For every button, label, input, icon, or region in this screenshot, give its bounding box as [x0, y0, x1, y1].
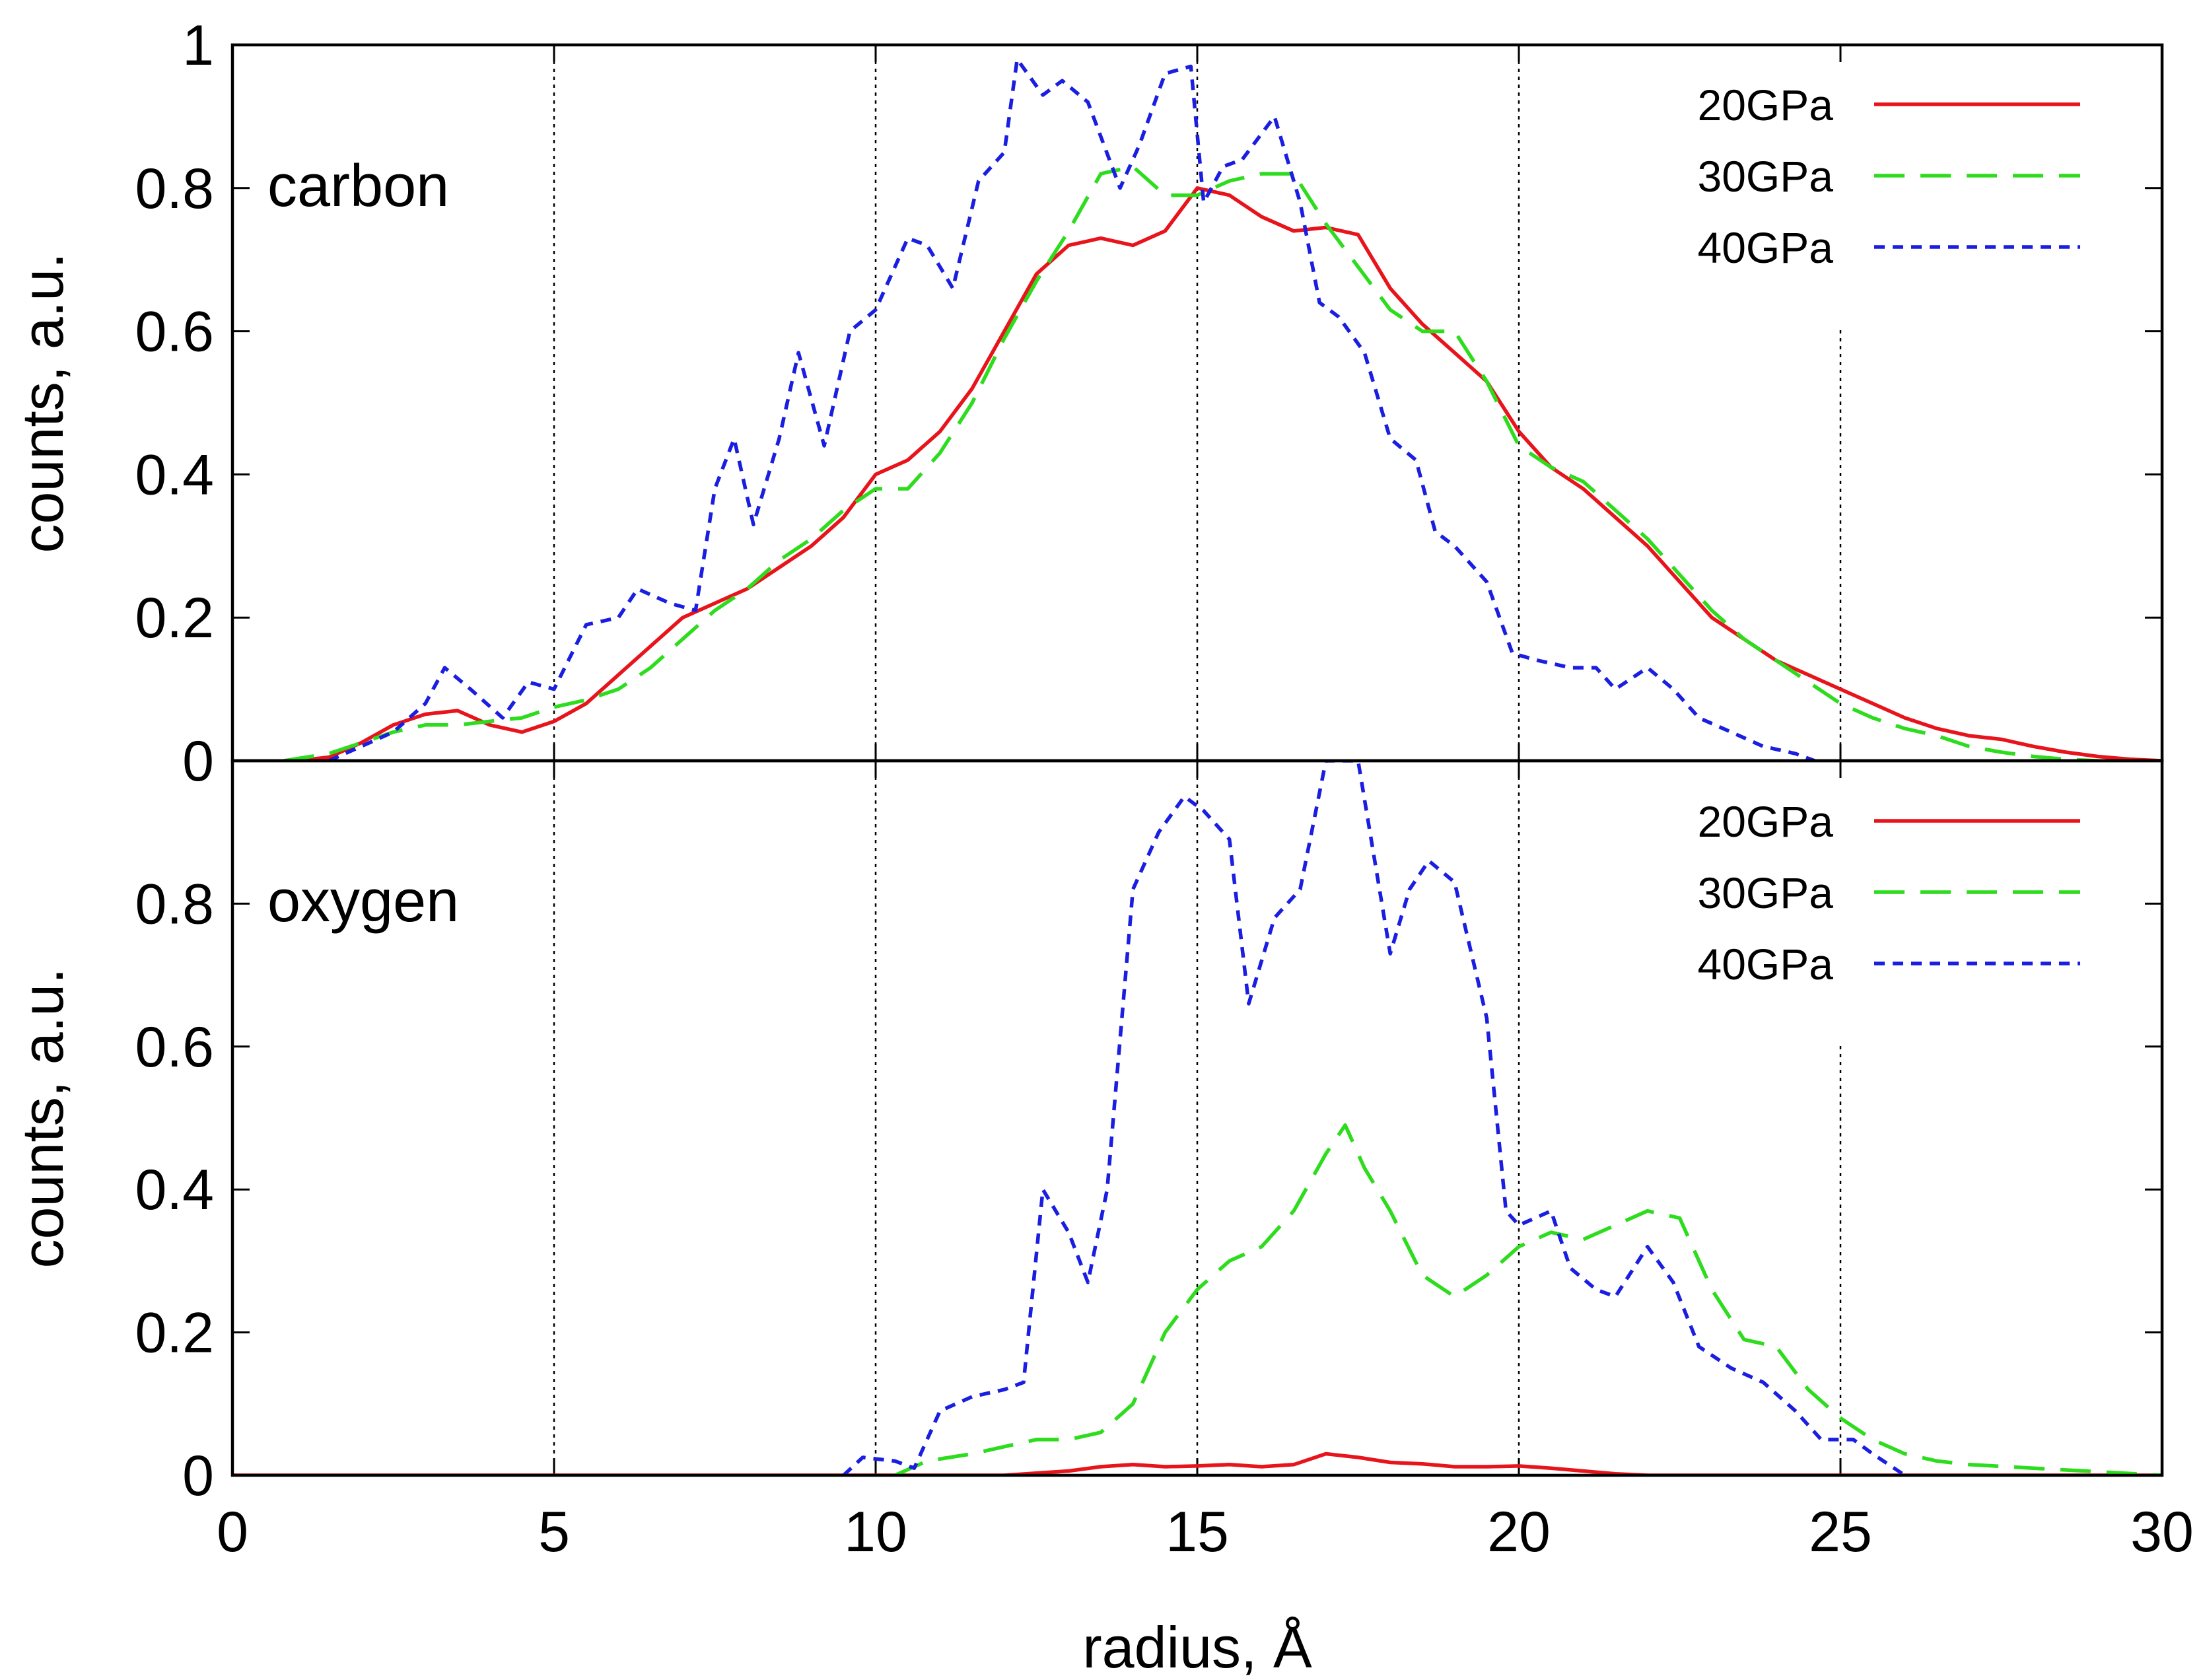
legend-label-30GPa: 30GPa: [1698, 868, 1834, 917]
y-tick-label: 0.6: [135, 300, 214, 364]
plot-frame: [230, 759, 2164, 1477]
x-tick-label: 5: [538, 1500, 570, 1564]
y-axis-title: counts, a.u.: [10, 253, 75, 553]
x-axis-title: radius, Å: [1082, 1615, 1312, 1680]
panel-label-oxygen: oxygen: [267, 868, 459, 934]
y-tick-label: 1: [182, 14, 214, 77]
oxygen-panel: 0 0.2 0.4 0.6 0.8 0 5 10 15 20 25 30 counts, a.u. oxy…: [10, 759, 2194, 1564]
series-line-30GPa: [283, 164, 2098, 761]
series-line-40GPa: [328, 57, 1815, 761]
x-tick-label: 10: [844, 1500, 907, 1564]
series-line-40GPa: [842, 761, 1906, 1475]
y-tick-label: 0.4: [135, 1158, 214, 1222]
series-line-20GPa: [232, 1452, 2162, 1475]
x-tick-label: 0: [217, 1500, 248, 1564]
x-tick-label: 25: [1809, 1500, 1872, 1564]
panel-label-carbon: carbon: [267, 153, 449, 219]
series-group: [232, 761, 2162, 1475]
x-tick-label: 30: [2130, 1500, 2194, 1564]
series-line-20GPa: [297, 186, 2162, 761]
y-axis-title: counts, a.u.: [10, 968, 75, 1269]
legend-label-30GPa: 30GPa: [1698, 152, 1834, 201]
y-tick-label: 0.8: [135, 872, 214, 936]
legend-label-40GPa: 40GPa: [1698, 940, 1834, 989]
legend-label-20GPa: 20GPa: [1698, 797, 1834, 846]
carbon-panel: 0 0.2 0.4 0.6 0.8 1 counts, a.u. carbon 20GPa 30G…: [10, 14, 2164, 793]
y-tick-label: 0.4: [135, 443, 214, 507]
y-tick-label: 0.2: [135, 1302, 214, 1365]
x-tick-label: 20: [1487, 1500, 1551, 1564]
y-tick-label: 0.2: [135, 586, 214, 650]
x-tick-label: 15: [1166, 1500, 1229, 1564]
legend-label-40GPa: 40GPa: [1698, 223, 1834, 272]
y-tick-label: 0: [182, 730, 214, 793]
legend-label-20GPa: 20GPa: [1698, 81, 1834, 129]
y-tick-label: 0.6: [135, 1016, 214, 1079]
y-tick-label: 0.8: [135, 157, 214, 221]
series-group: [283, 57, 2162, 761]
series-line-30GPa: [894, 1123, 2162, 1475]
y-tick-label: 0: [182, 1444, 214, 1508]
